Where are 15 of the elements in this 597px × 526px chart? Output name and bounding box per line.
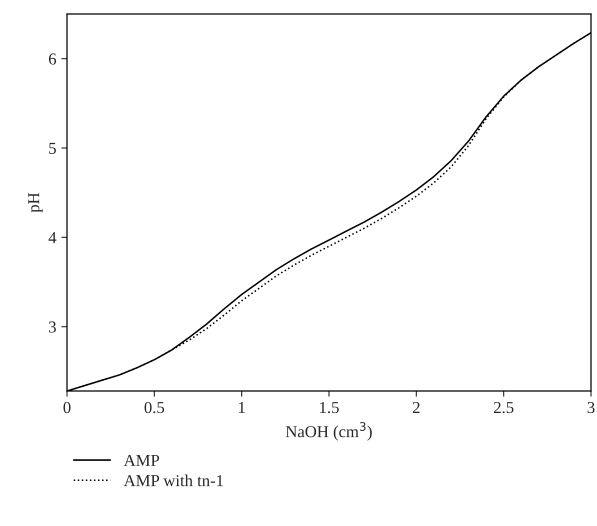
x-tick-label: 1 — [238, 402, 245, 413]
x-tick-label: 0.5 — [144, 402, 164, 414]
y-tick-label: 4 — [48, 232, 56, 244]
x-tick-label: 3 — [588, 402, 595, 414]
legend-label: AMP — [124, 454, 160, 466]
x-tick-label: 2.5 — [494, 402, 514, 414]
legend-label: AMP with tn-1 — [124, 474, 223, 486]
x-axis-title: NaOH (cm$^{3}$) — [286, 422, 372, 441]
y-tick-label: 5 — [49, 142, 56, 154]
y-axis-title: pH — [28, 192, 43, 212]
y-tick-label: 6 — [48, 53, 56, 65]
x-tick-label: 0 — [63, 402, 71, 414]
x-tick-label: 1.5 — [320, 402, 339, 414]
y-tick-label: 3 — [49, 321, 56, 333]
x-tick-label: 2 — [412, 402, 420, 413]
